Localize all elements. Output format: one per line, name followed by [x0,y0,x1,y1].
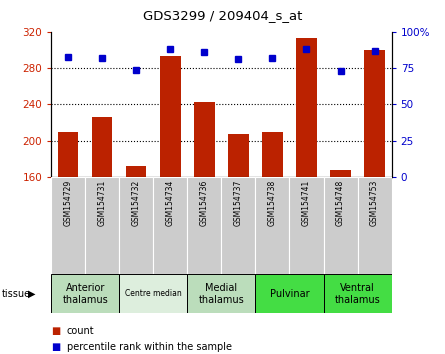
Bar [324,274,392,313]
Bar [160,56,181,177]
Bar [255,177,290,274]
Bar [262,132,283,177]
Bar [187,177,222,274]
Text: tissue: tissue [2,289,31,299]
Bar [324,177,358,274]
Text: GSM154731: GSM154731 [98,180,107,226]
Bar [119,177,153,274]
Text: Centre median: Centre median [125,289,182,298]
Text: percentile rank within the sample: percentile rank within the sample [67,342,232,352]
Text: ■: ■ [51,342,61,352]
Text: GSM154734: GSM154734 [166,180,175,226]
Text: GSM154753: GSM154753 [370,180,379,226]
Bar [358,177,392,274]
Text: Pulvinar: Pulvinar [270,289,309,299]
Text: GSM154748: GSM154748 [336,180,345,226]
Text: GSM154737: GSM154737 [234,180,243,226]
Bar [51,274,119,313]
Text: GDS3299 / 209404_s_at: GDS3299 / 209404_s_at [143,9,302,22]
Bar [194,102,214,177]
Bar [330,170,351,177]
Bar [222,177,255,274]
Text: Ventral
thalamus: Ventral thalamus [335,283,380,305]
Text: ■: ■ [51,326,61,336]
Bar [228,135,249,177]
Text: GSM154729: GSM154729 [64,180,73,226]
Bar [255,274,324,313]
Bar [51,177,85,274]
Text: GSM154738: GSM154738 [268,180,277,226]
Bar [364,50,385,177]
Text: ▶: ▶ [28,289,35,299]
Bar [290,177,324,274]
Bar [296,38,317,177]
Bar [119,274,187,313]
Bar [126,166,146,177]
Bar [85,177,119,274]
Text: GSM154736: GSM154736 [200,180,209,226]
Bar [153,177,187,274]
Text: GSM154741: GSM154741 [302,180,311,226]
Text: GSM154732: GSM154732 [132,180,141,226]
Bar [58,132,78,177]
Text: count: count [67,326,94,336]
Text: Medial
thalamus: Medial thalamus [198,283,244,305]
Bar [187,274,255,313]
Text: Anterior
thalamus: Anterior thalamus [62,283,108,305]
Bar [92,117,113,177]
